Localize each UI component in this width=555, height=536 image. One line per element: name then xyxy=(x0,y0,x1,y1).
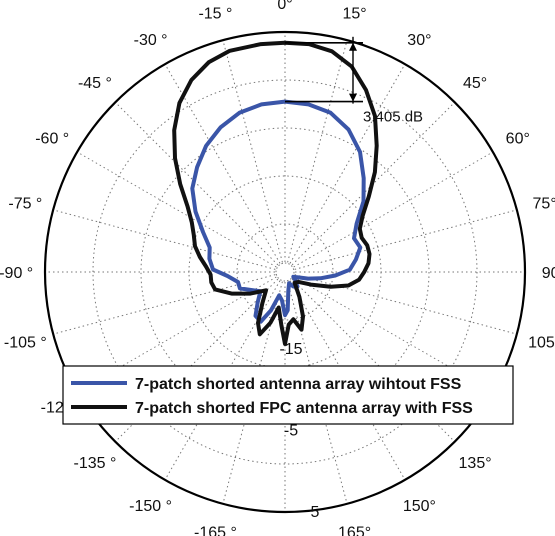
angle-tick-label: -150 ° xyxy=(129,498,172,515)
annotation-arrow-head xyxy=(349,93,357,102)
series-layer xyxy=(172,40,379,346)
grid-spoke xyxy=(294,209,517,270)
annotation-arrow-head xyxy=(349,42,357,51)
grid-spoke xyxy=(293,151,494,268)
angle-tick-label: -60 ° xyxy=(35,131,69,148)
angle-tick-label: 15° xyxy=(342,5,366,22)
radial-tick-label: -5 xyxy=(284,423,298,440)
angle-tick-label: -75 ° xyxy=(8,195,42,212)
angle-tick-label: 45° xyxy=(463,75,487,92)
angle-tick-label: -15 ° xyxy=(198,5,232,22)
series-line xyxy=(172,40,379,346)
angle-tick-label: -105 ° xyxy=(4,335,47,352)
radial-tick-label: -15 xyxy=(279,341,302,358)
grid-spoke xyxy=(53,274,276,335)
grid-ring xyxy=(92,79,478,465)
angle-tick-label: 60° xyxy=(506,131,530,148)
angle-tick-label: -12 xyxy=(41,399,64,416)
grid-ring-center xyxy=(275,262,295,282)
legend-entry-label: 7-patch shorted antenna array wihtout FS… xyxy=(135,376,462,393)
angle-tick-label: -30 ° xyxy=(134,32,168,49)
angle-tick-label: ±180° xyxy=(264,534,306,536)
angle-tick-label: 105° xyxy=(528,335,555,352)
angle-tick-label: 30° xyxy=(407,32,431,49)
angle-tick-label: -165 ° xyxy=(194,525,237,536)
angle-tick-label: 150° xyxy=(403,498,436,515)
series-line xyxy=(190,99,366,324)
angle-tick-label: -90 ° xyxy=(0,265,33,282)
grid-spoke xyxy=(289,63,406,264)
legend-entry-label: 7-patch shorted FPC antenna array with F… xyxy=(135,400,473,417)
annotation-label: 3.405 dB xyxy=(363,109,423,126)
angle-tick-label: 0° xyxy=(277,0,292,13)
outer-circle xyxy=(43,30,527,514)
legend: 7-patch shorted antenna array wihtout FS… xyxy=(62,365,514,425)
annotation-layer: 3.405 dB xyxy=(285,36,423,126)
angle-tick-label: 90° xyxy=(542,265,555,282)
angle-tick-label: 75° xyxy=(533,195,555,212)
angle-tick-label: -45 ° xyxy=(78,75,112,92)
legend-box xyxy=(62,365,514,425)
grid-spoke xyxy=(53,209,276,270)
grid-ring xyxy=(236,223,334,321)
angle-tick-label: -135 ° xyxy=(73,455,116,472)
radial-tick-label: 5 xyxy=(311,504,320,521)
grid-spoke xyxy=(294,274,517,335)
grid-spoke xyxy=(114,101,279,266)
polar-grid xyxy=(43,30,527,514)
angle-tick-label: 135° xyxy=(459,455,492,472)
grid-spoke xyxy=(222,40,283,263)
grid-spoke xyxy=(287,40,348,263)
angle-tick-label: 165° xyxy=(338,525,371,536)
